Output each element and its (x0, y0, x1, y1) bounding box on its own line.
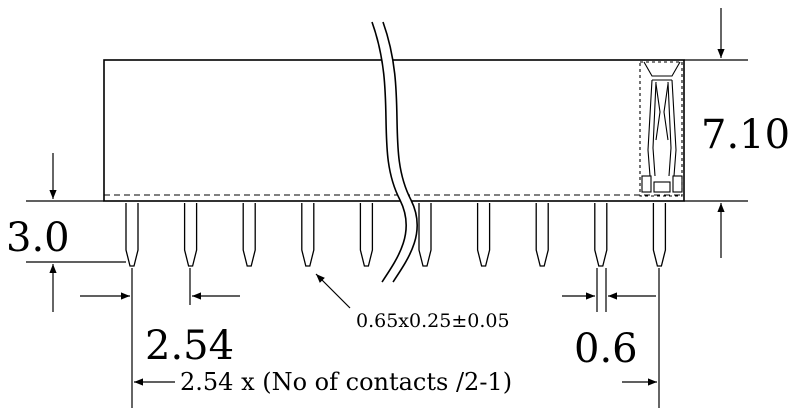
pin-7 (476, 203, 491, 267)
pin-8 (535, 203, 549, 267)
pin-row (125, 203, 667, 267)
dim-pitch (80, 268, 240, 408)
dim-overall (134, 268, 660, 408)
overall-length-label: 2.54 x (No of contacts /2-1) (180, 368, 512, 396)
contact-lead-in (643, 61, 681, 77)
break-lines (371, 21, 418, 283)
pin-6 (418, 203, 432, 267)
dim-pin-length (26, 153, 126, 312)
contact-foot-mid (653, 181, 671, 193)
contact-tip-right (663, 83, 669, 141)
pin-5 (359, 203, 374, 267)
contact-spring-right (671, 79, 677, 177)
pin-4 (301, 203, 315, 267)
body-outline (103, 59, 685, 202)
contact-spring-left-inner (652, 81, 657, 177)
pin-length-label: 3.0 (6, 215, 70, 261)
break-line-right (382, 21, 418, 283)
dim-pin-section (315, 273, 351, 309)
pin-width-label: 0.6 (574, 326, 638, 372)
break-band (372, 22, 418, 282)
contact-section-detail (639, 61, 683, 197)
contact-cavity-hidden (639, 61, 683, 197)
pin-3 (242, 203, 256, 267)
pin-9 (594, 203, 608, 267)
connector-body (103, 59, 685, 202)
pin-section-label: 0.65x0.25±0.05 (356, 310, 510, 332)
contact-tip-left (655, 83, 661, 141)
pin-section-leader (315, 273, 351, 309)
contact-foot-left (641, 175, 652, 193)
dim-pin-width (562, 268, 656, 312)
contact-spring-left (647, 79, 653, 177)
pin-2 (183, 203, 198, 267)
dim-height (684, 8, 748, 258)
pin-1 (125, 203, 139, 267)
contact-spring-right-inner (667, 81, 672, 177)
contact-foot-right (672, 175, 683, 193)
height-label: 7.10 (701, 112, 790, 158)
pin-10 (652, 203, 667, 267)
pitch-label: 2.54 (145, 323, 234, 369)
break-line-left (371, 21, 407, 283)
